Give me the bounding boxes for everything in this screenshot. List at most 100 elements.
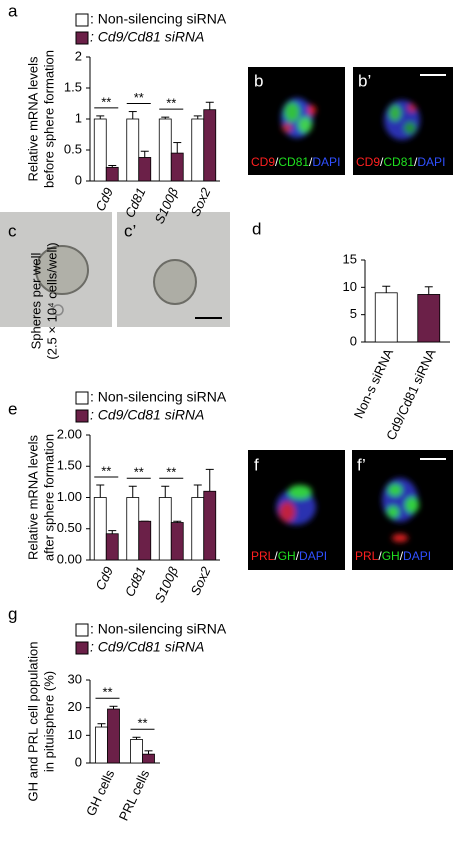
micrograph bbox=[248, 450, 345, 570]
y-tick-label: 20 bbox=[68, 699, 82, 714]
x-tick-label: Cd81 bbox=[122, 564, 149, 599]
significance: ** bbox=[101, 463, 111, 478]
x-tick-label: Cd9 bbox=[92, 564, 116, 592]
bar bbox=[93, 497, 107, 561]
bar bbox=[158, 118, 172, 182]
bar bbox=[126, 497, 140, 561]
y-tick-label: 1.50 bbox=[57, 458, 82, 473]
caption-part: / bbox=[274, 549, 278, 563]
bar bbox=[203, 109, 217, 182]
caption-part: GH bbox=[278, 549, 296, 563]
bar bbox=[142, 753, 155, 764]
caption-part: DAPI bbox=[299, 549, 327, 563]
y-tick-label: 0 bbox=[75, 172, 82, 187]
image-caption: CD9/CD81/DAPI bbox=[251, 155, 340, 169]
bar bbox=[191, 118, 205, 182]
x-tick-label: GH cells bbox=[83, 767, 118, 818]
y-axis-label: in pituisphere (%) bbox=[41, 671, 56, 772]
legend-label: : Cd9/Cd81 siRNA bbox=[90, 29, 204, 45]
bar bbox=[130, 739, 143, 764]
caption-part: / bbox=[309, 155, 313, 169]
caption-part: CD81 bbox=[278, 155, 309, 169]
micrograph bbox=[117, 212, 230, 327]
y-tick-label: 1.5 bbox=[64, 79, 82, 94]
legend-label: : Non-silencing siRNA bbox=[90, 11, 227, 27]
x-tick-label: S100β bbox=[152, 564, 182, 605]
bar bbox=[105, 166, 119, 182]
y-axis-label: Relative mRNA levels bbox=[25, 435, 40, 560]
y-tick-label: 1 bbox=[75, 110, 82, 125]
bar bbox=[107, 708, 120, 764]
image-caption: PRL/GH/DAPI bbox=[251, 549, 327, 563]
significance: ** bbox=[101, 94, 111, 109]
caption-part: / bbox=[414, 155, 418, 169]
caption-part: / bbox=[296, 549, 300, 563]
panel-label: c’ bbox=[124, 221, 136, 240]
legend-label: : Cd9/Cd81 siRNA bbox=[90, 407, 204, 423]
legend-swatch bbox=[75, 391, 89, 405]
y-axis-label: GH and PRL cell population bbox=[25, 642, 40, 802]
micrograph bbox=[352, 450, 453, 570]
caption-part: / bbox=[378, 549, 382, 563]
x-tick-label: Sox2 bbox=[187, 564, 213, 598]
y-axis-label: after sphere formation bbox=[41, 434, 56, 561]
legend-swatch bbox=[75, 13, 89, 27]
legend-label: : Non-silencing siRNA bbox=[90, 621, 227, 637]
caption-part: / bbox=[275, 155, 279, 169]
bar bbox=[158, 497, 172, 561]
significance: ** bbox=[102, 685, 112, 700]
bar bbox=[203, 490, 217, 561]
significance: ** bbox=[166, 96, 176, 111]
y-tick-label: 0.00 bbox=[57, 551, 82, 566]
y-axis-label: Spheres per well bbox=[28, 252, 43, 349]
caption-part: / bbox=[380, 155, 384, 169]
y-tick-label: 15 bbox=[343, 251, 357, 266]
legend-label: : Cd9/Cd81 siRNA bbox=[90, 639, 204, 655]
caption-part: DAPI bbox=[312, 155, 340, 169]
panel-label: e bbox=[8, 399, 17, 418]
micrograph bbox=[248, 67, 345, 175]
y-tick-label: 2.00 bbox=[57, 426, 82, 441]
panel-label: c bbox=[8, 221, 17, 240]
caption-part: CD9 bbox=[356, 155, 380, 169]
panel-label: b bbox=[254, 71, 263, 90]
y-tick-label: 10 bbox=[343, 279, 357, 294]
panel-label: f’ bbox=[357, 455, 366, 474]
y-tick-label: 1.00 bbox=[57, 489, 82, 504]
y-tick-label: 0.50 bbox=[57, 520, 82, 535]
image-caption: CD9/CD81/DAPI bbox=[356, 155, 445, 169]
y-tick-label: 10 bbox=[68, 727, 82, 742]
bar bbox=[138, 520, 152, 561]
image-caption: PRL/GH/DAPI bbox=[355, 549, 431, 563]
y-tick-label: 0 bbox=[350, 333, 357, 348]
micrograph bbox=[353, 67, 453, 175]
y-tick-label: 0 bbox=[75, 754, 82, 769]
significance: ** bbox=[137, 716, 147, 731]
panel-label: b’ bbox=[358, 71, 371, 90]
x-tick-label: Cd9 bbox=[92, 185, 116, 213]
caption-part: / bbox=[400, 549, 404, 563]
caption-part: DAPI bbox=[403, 549, 431, 563]
bar bbox=[138, 157, 152, 182]
x-tick-label: PRL cells bbox=[116, 767, 153, 823]
y-axis-label: (2.5 × 10⁴ cells/well) bbox=[44, 242, 59, 359]
legend-swatch bbox=[75, 31, 89, 45]
significance: ** bbox=[166, 465, 176, 480]
x-tick-label: Non-s siRNA bbox=[351, 346, 396, 421]
caption-part: PRL bbox=[251, 549, 275, 563]
panel-label: f bbox=[254, 455, 259, 474]
caption-part: CD9 bbox=[251, 155, 275, 169]
bar bbox=[417, 294, 441, 343]
bar bbox=[95, 726, 108, 764]
y-tick-label: 30 bbox=[68, 671, 82, 686]
y-tick-label: 0.5 bbox=[64, 141, 82, 156]
legend-swatch bbox=[75, 409, 89, 423]
panel-label: d bbox=[252, 219, 261, 238]
panel-label: g bbox=[8, 604, 17, 623]
panel-label: a bbox=[8, 1, 18, 20]
caption-part: PRL bbox=[355, 549, 379, 563]
bar bbox=[374, 292, 398, 343]
y-axis-label: Relative mRNA levels bbox=[25, 56, 40, 181]
micrograph bbox=[0, 212, 112, 327]
